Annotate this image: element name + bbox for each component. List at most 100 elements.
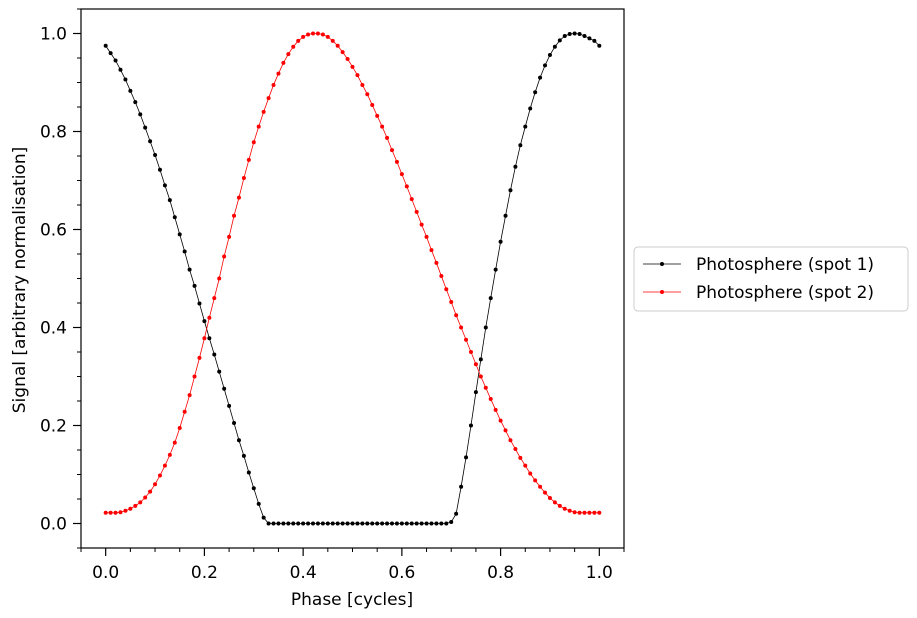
series-2-point <box>153 482 158 487</box>
series-2-point <box>281 60 286 65</box>
series-2-point <box>138 500 143 505</box>
series-1-point <box>236 438 241 443</box>
series-1-point <box>355 521 360 526</box>
series-2-point <box>523 463 528 468</box>
series-2-point <box>256 124 261 129</box>
series-1-point <box>187 267 192 272</box>
series-2-point <box>562 506 567 511</box>
legend-label-spot1: Photosphere (spot 1) <box>696 255 874 275</box>
series-2-point <box>414 209 419 214</box>
series-2-point <box>162 463 167 468</box>
series-2-point <box>167 452 172 457</box>
series-2-point <box>385 135 390 140</box>
series-2-point <box>503 428 508 433</box>
series-1-point <box>528 106 533 111</box>
series-1-point <box>592 38 597 43</box>
series-1-point <box>261 515 266 520</box>
series-2-point <box>222 254 227 259</box>
series-2-point <box>325 34 330 39</box>
series-1-point <box>434 521 439 526</box>
series-2-point <box>197 355 202 360</box>
series-2-point <box>508 438 513 443</box>
series-1-point <box>153 153 158 158</box>
series-1-point <box>202 319 207 324</box>
series-1-point <box>404 521 409 526</box>
series-1-point <box>587 36 592 41</box>
series-2-point <box>409 197 414 202</box>
x-axis-title: Phase [cycles] <box>291 590 413 610</box>
series-1-point <box>513 164 518 169</box>
series-1-point <box>365 521 370 526</box>
series-2-point <box>217 276 222 281</box>
y-axis-title: Signal [arbitrary normalisation] <box>10 147 30 413</box>
series-2-point <box>380 124 385 129</box>
series-1-point <box>301 521 306 526</box>
series-1-point <box>557 38 562 43</box>
series-1-point <box>256 501 261 506</box>
x-tick-label: 1.0 <box>586 563 613 583</box>
series-2-point <box>345 56 350 61</box>
series-2-point <box>236 195 241 200</box>
series-1-point <box>251 486 256 491</box>
series-2-point <box>429 248 434 253</box>
series-1-point <box>464 455 469 460</box>
series-2-point <box>320 32 325 37</box>
series-2-point <box>118 510 123 515</box>
series-2-point <box>276 71 281 76</box>
x-axis-ticks: 0.0 0.2 0.4 0.6 0.8 1.0 <box>80 548 625 583</box>
series-2-point <box>533 478 538 483</box>
series-2-point <box>360 82 365 87</box>
series-2-point <box>483 385 488 390</box>
series-2-point <box>192 374 197 379</box>
series-1-point <box>246 470 251 475</box>
x-tick-label: 0.4 <box>290 563 317 583</box>
y-tick-label: 0.4 <box>40 319 67 339</box>
series-1-point <box>177 232 182 237</box>
series-2-point <box>444 287 449 292</box>
series-2-point <box>597 510 602 515</box>
series-1-point <box>597 43 602 48</box>
series-1-point <box>345 521 350 526</box>
legend-label-spot2: Photosphere (spot 2) <box>696 283 874 303</box>
series-2-point <box>128 506 133 511</box>
series-1-point <box>582 33 587 38</box>
series-1-point <box>538 75 543 80</box>
series-2-point <box>266 96 271 101</box>
y-tick-label: 1.0 <box>40 25 67 45</box>
series-1-point <box>232 421 237 426</box>
series-1-point <box>399 521 404 526</box>
series-2-point <box>528 471 533 476</box>
series-1-point <box>498 239 503 244</box>
series-2-point <box>424 234 429 239</box>
series-1-point <box>439 521 444 526</box>
series-1-point <box>350 521 355 526</box>
series-1-point <box>148 139 153 144</box>
series-2-point <box>251 140 256 145</box>
series-1-point <box>562 33 567 38</box>
series-2-point <box>232 213 237 218</box>
y-tick-label: 0.2 <box>40 417 67 437</box>
series-2-point <box>103 510 108 515</box>
series-1-point <box>572 31 577 36</box>
series-1-point <box>360 521 365 526</box>
series-2-point <box>157 473 162 478</box>
series-2-point <box>513 447 518 452</box>
series-2-point <box>389 148 394 153</box>
y-tick-label: 0.8 <box>40 123 67 143</box>
series-1-point <box>286 521 291 526</box>
series-1-point <box>167 198 172 203</box>
series-1-point <box>385 521 390 526</box>
series-1-point <box>533 90 538 95</box>
series-1-point <box>118 67 123 72</box>
series-1-point <box>547 53 552 58</box>
series-2-point <box>143 495 148 500</box>
y-tick-label: 0.6 <box>40 221 67 241</box>
series-2-point <box>340 50 345 55</box>
x-tick-label: 0.2 <box>191 563 218 583</box>
series-2-point <box>493 407 498 412</box>
series-1-point <box>207 336 212 341</box>
series-1-point <box>325 521 330 526</box>
series-1-point <box>296 521 301 526</box>
series-1-point <box>138 112 143 117</box>
series-2-point <box>473 362 478 367</box>
